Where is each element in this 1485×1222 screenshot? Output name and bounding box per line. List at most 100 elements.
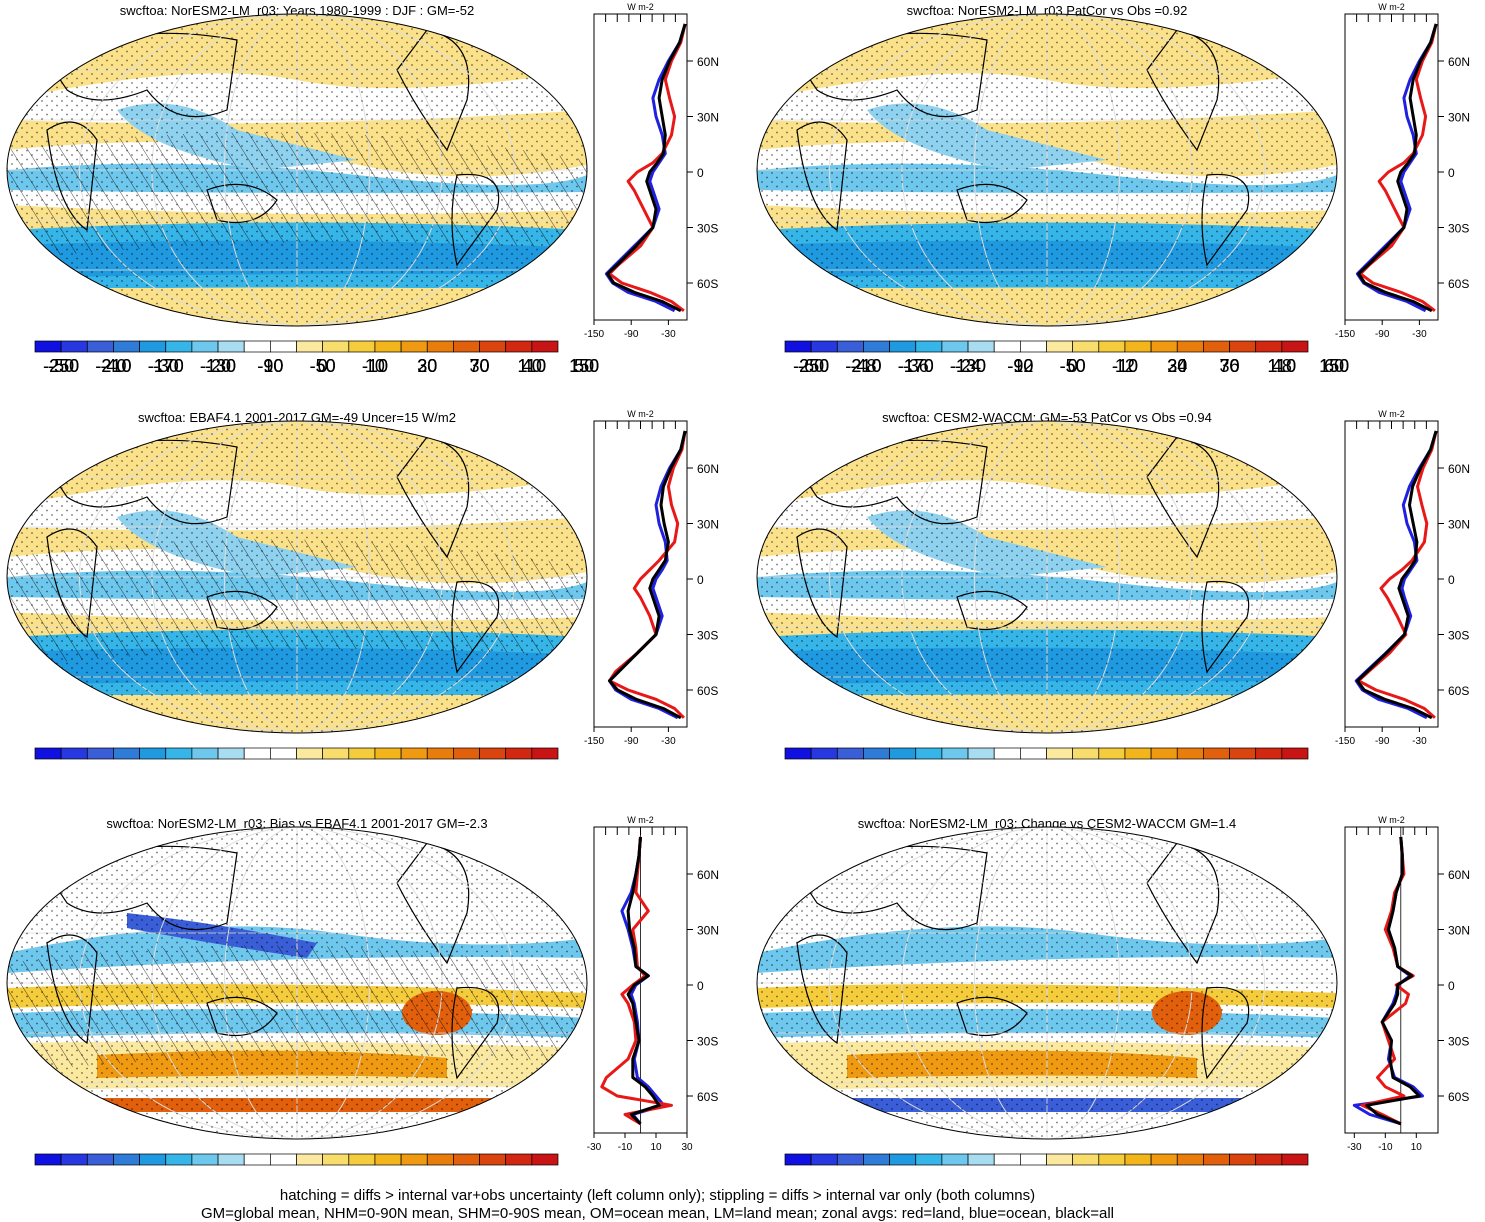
colorbar-swatch [1230, 341, 1256, 352]
profile-x-tick-label: -90 [1375, 329, 1390, 340]
colorbar-swatch [785, 1154, 811, 1165]
colorbar-swatch [35, 1154, 61, 1165]
profile-lat-label: 60S [697, 1090, 718, 1104]
colorbar-swatch [244, 341, 270, 352]
colorbar-tick-label: 50 [574, 356, 594, 376]
colorbar-swatch [453, 341, 479, 352]
colorbar-swatch [785, 341, 811, 352]
colorbar-swatch [453, 748, 479, 759]
colorbar-swatch [1020, 748, 1046, 759]
profile-lat-label: 60N [1448, 55, 1470, 69]
colorbar-swatch [480, 341, 506, 352]
colorbar-tick-label: 12 [1115, 356, 1135, 376]
colorbar-swatch [506, 1154, 532, 1165]
colorbar-swatch [1203, 1154, 1229, 1165]
colorbar-swatch [1099, 341, 1125, 352]
colorbar-swatch [87, 341, 113, 352]
colorbar-swatch [1177, 748, 1203, 759]
colorbar-swatch [1125, 748, 1151, 759]
colorbar-swatch [968, 1154, 994, 1165]
colorbar-swatch [349, 1154, 375, 1165]
profile-lat-label: 60N [697, 462, 719, 476]
colorbar-swatch [166, 748, 192, 759]
colorbar-swatch [480, 748, 506, 759]
colorbar-swatch [994, 748, 1020, 759]
map-field [757, 14, 1337, 338]
hatching [7, 132, 587, 260]
colorbar-swatch [1151, 748, 1177, 759]
colorbar-tick-label: -60 [798, 356, 824, 376]
profile-lat-label: 60N [697, 55, 719, 69]
stippling [757, 14, 1337, 326]
colorbar-swatch [244, 1154, 270, 1165]
footer-note-legend: GM=global mean, NHM=0-90N mean, SHM=0-90… [0, 1205, 1315, 1222]
profile-lat-label: 30N [1448, 111, 1470, 125]
colorbar-swatch [785, 748, 811, 759]
profile-lat-label: 0 [697, 573, 704, 587]
colorbar-tick-label: 0 [318, 356, 328, 376]
profile-lat-label: 60S [1448, 1090, 1469, 1104]
colorbar-swatch [1099, 1154, 1125, 1165]
colorbar-swatch [863, 341, 889, 352]
profile-units-label: W m-2 [627, 2, 654, 12]
colorbar-swatch [506, 748, 532, 759]
colorbar-swatch [87, 1154, 113, 1165]
colorbar-swatch [192, 748, 218, 759]
colorbar-swatch [113, 341, 139, 352]
profile-x-tick-label: -30 [661, 736, 676, 747]
profile-x-tick-label: -30 [661, 329, 676, 340]
profile-lat-label: 60N [1448, 462, 1470, 476]
colorbar-swatch [1282, 1154, 1308, 1165]
colorbar-tick-label: 48 [1272, 356, 1292, 376]
profile-lat-label: 60N [1448, 868, 1470, 882]
colorbar-swatch [1282, 341, 1308, 352]
colorbar-swatch [323, 748, 349, 759]
colorbar-swatch [1151, 341, 1177, 352]
colorbar-swatch [1047, 1154, 1073, 1165]
colorbar-tick-label: 24 [1167, 356, 1187, 376]
colorbar-tick-label: 10 [365, 356, 385, 376]
colorbar-tick-label: -36 [903, 356, 929, 376]
colorbar-swatch [506, 341, 532, 352]
colorbar-swatch [837, 341, 863, 352]
colorbar-swatch [218, 748, 244, 759]
profile-lat-label: 30S [1448, 629, 1469, 643]
profile-lat-label: 30N [1448, 924, 1470, 938]
profile-lat-label: 60S [1448, 684, 1469, 698]
colorbar-swatch [1020, 341, 1046, 352]
profile-lat-label: 0 [1448, 166, 1455, 180]
colorbar-swatch [375, 1154, 401, 1165]
profile-lat-label: 30S [697, 1035, 718, 1049]
profile-units-label: W m-2 [1378, 409, 1405, 419]
colorbar-swatch [349, 748, 375, 759]
colorbar-swatch [1073, 748, 1099, 759]
profile-lat-label: 0 [1448, 573, 1455, 587]
colorbar-swatch [890, 341, 916, 352]
colorbar-swatch [890, 1154, 916, 1165]
colorbar-tick-label: 30 [470, 356, 490, 376]
profile-lat-label: 0 [697, 166, 704, 180]
profile-x-tick-label: 10 [650, 1142, 662, 1153]
colorbar-swatch [140, 341, 166, 352]
map-field [7, 421, 587, 745]
colorbar-swatch [140, 748, 166, 759]
colorbar-swatch [1020, 1154, 1046, 1165]
map-field [7, 14, 587, 338]
colorbar-swatch [87, 748, 113, 759]
colorbar-swatch [218, 1154, 244, 1165]
colorbar-swatch [532, 1154, 558, 1165]
profile-x-tick-label: -90 [624, 329, 639, 340]
colorbar-swatch [1151, 1154, 1177, 1165]
colorbar-swatch [1073, 341, 1099, 352]
colorbar-swatch [166, 341, 192, 352]
profile-x-tick-label: -30 [1347, 1142, 1362, 1153]
colorbar-swatch [811, 748, 837, 759]
colorbar-swatch [192, 341, 218, 352]
profile-lat-label: 60S [1448, 277, 1469, 291]
profile-lat-label: 30N [697, 924, 719, 938]
profile-x-tick-label: -150 [1335, 329, 1355, 340]
colorbar-tick-label: -48 [850, 356, 876, 376]
colorbar-swatch [140, 1154, 166, 1165]
profile-lat-label: 30N [1448, 518, 1470, 532]
colorbar-swatch [323, 1154, 349, 1165]
